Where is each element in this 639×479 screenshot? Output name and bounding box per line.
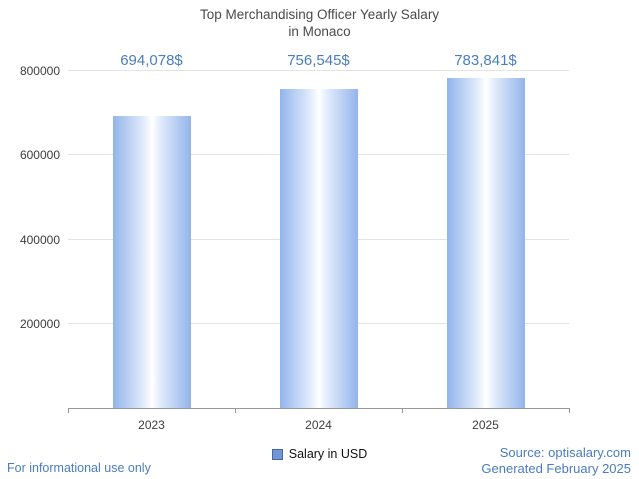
- bar-slot-2024: 756,545$ 2024: [235, 52, 402, 432]
- bar-value-label: 694,078$: [120, 52, 183, 69]
- x-axis-tick: [68, 408, 69, 413]
- plot-area: 694,078$ 2023 756,545$ 2024 783,841$ 2025: [68, 52, 570, 432]
- x-axis-label: 2025: [472, 418, 499, 432]
- bar-2024[interactable]: [279, 89, 358, 408]
- bar-slot-2025: 783,841$ 2025: [402, 52, 569, 432]
- x-axis-label: 2023: [138, 418, 165, 432]
- legend[interactable]: Salary in USD: [0, 447, 639, 461]
- y-tick-label: 800000: [19, 64, 60, 78]
- bar-value-label: 756,545$: [287, 52, 350, 69]
- bar-2025[interactable]: [446, 77, 525, 408]
- chart-title-line2: in Monaco: [288, 24, 351, 39]
- x-axis-label: 2024: [305, 418, 332, 432]
- y-axis-labels: 200000 400000 600000 800000: [0, 64, 62, 408]
- x-axis-tick: [569, 408, 570, 413]
- y-tick-label: 600000: [19, 148, 60, 163]
- bar-slot-2023: 694,078$ 2023: [68, 52, 235, 432]
- source-link[interactable]: Source: optisalary.com: [499, 445, 631, 460]
- gridline: [68, 70, 569, 71]
- bar-value-label: 783,841$: [454, 52, 517, 69]
- source-block: Source: optisalary.com Generated Februar…: [481, 445, 631, 476]
- legend-swatch-icon: [271, 448, 283, 460]
- x-axis-tick: [402, 408, 403, 413]
- legend-label: Salary in USD: [288, 447, 368, 461]
- generated-date: Generated February 2025: [481, 460, 631, 476]
- bar-2023[interactable]: [112, 115, 191, 408]
- chart-title-line1: Top Merchandising Officer Yearly Salary: [199, 7, 440, 22]
- x-axis-tick: [235, 408, 236, 413]
- y-tick-label: 200000: [19, 316, 60, 331]
- chart-title: Top Merchandising Officer Yearly Salary …: [0, 6, 639, 40]
- disclaimer-text: For informational use only: [7, 461, 151, 475]
- bars-container: 694,078$ 2023 756,545$ 2024 783,841$ 2025: [68, 52, 569, 432]
- y-tick-label: 400000: [19, 232, 60, 247]
